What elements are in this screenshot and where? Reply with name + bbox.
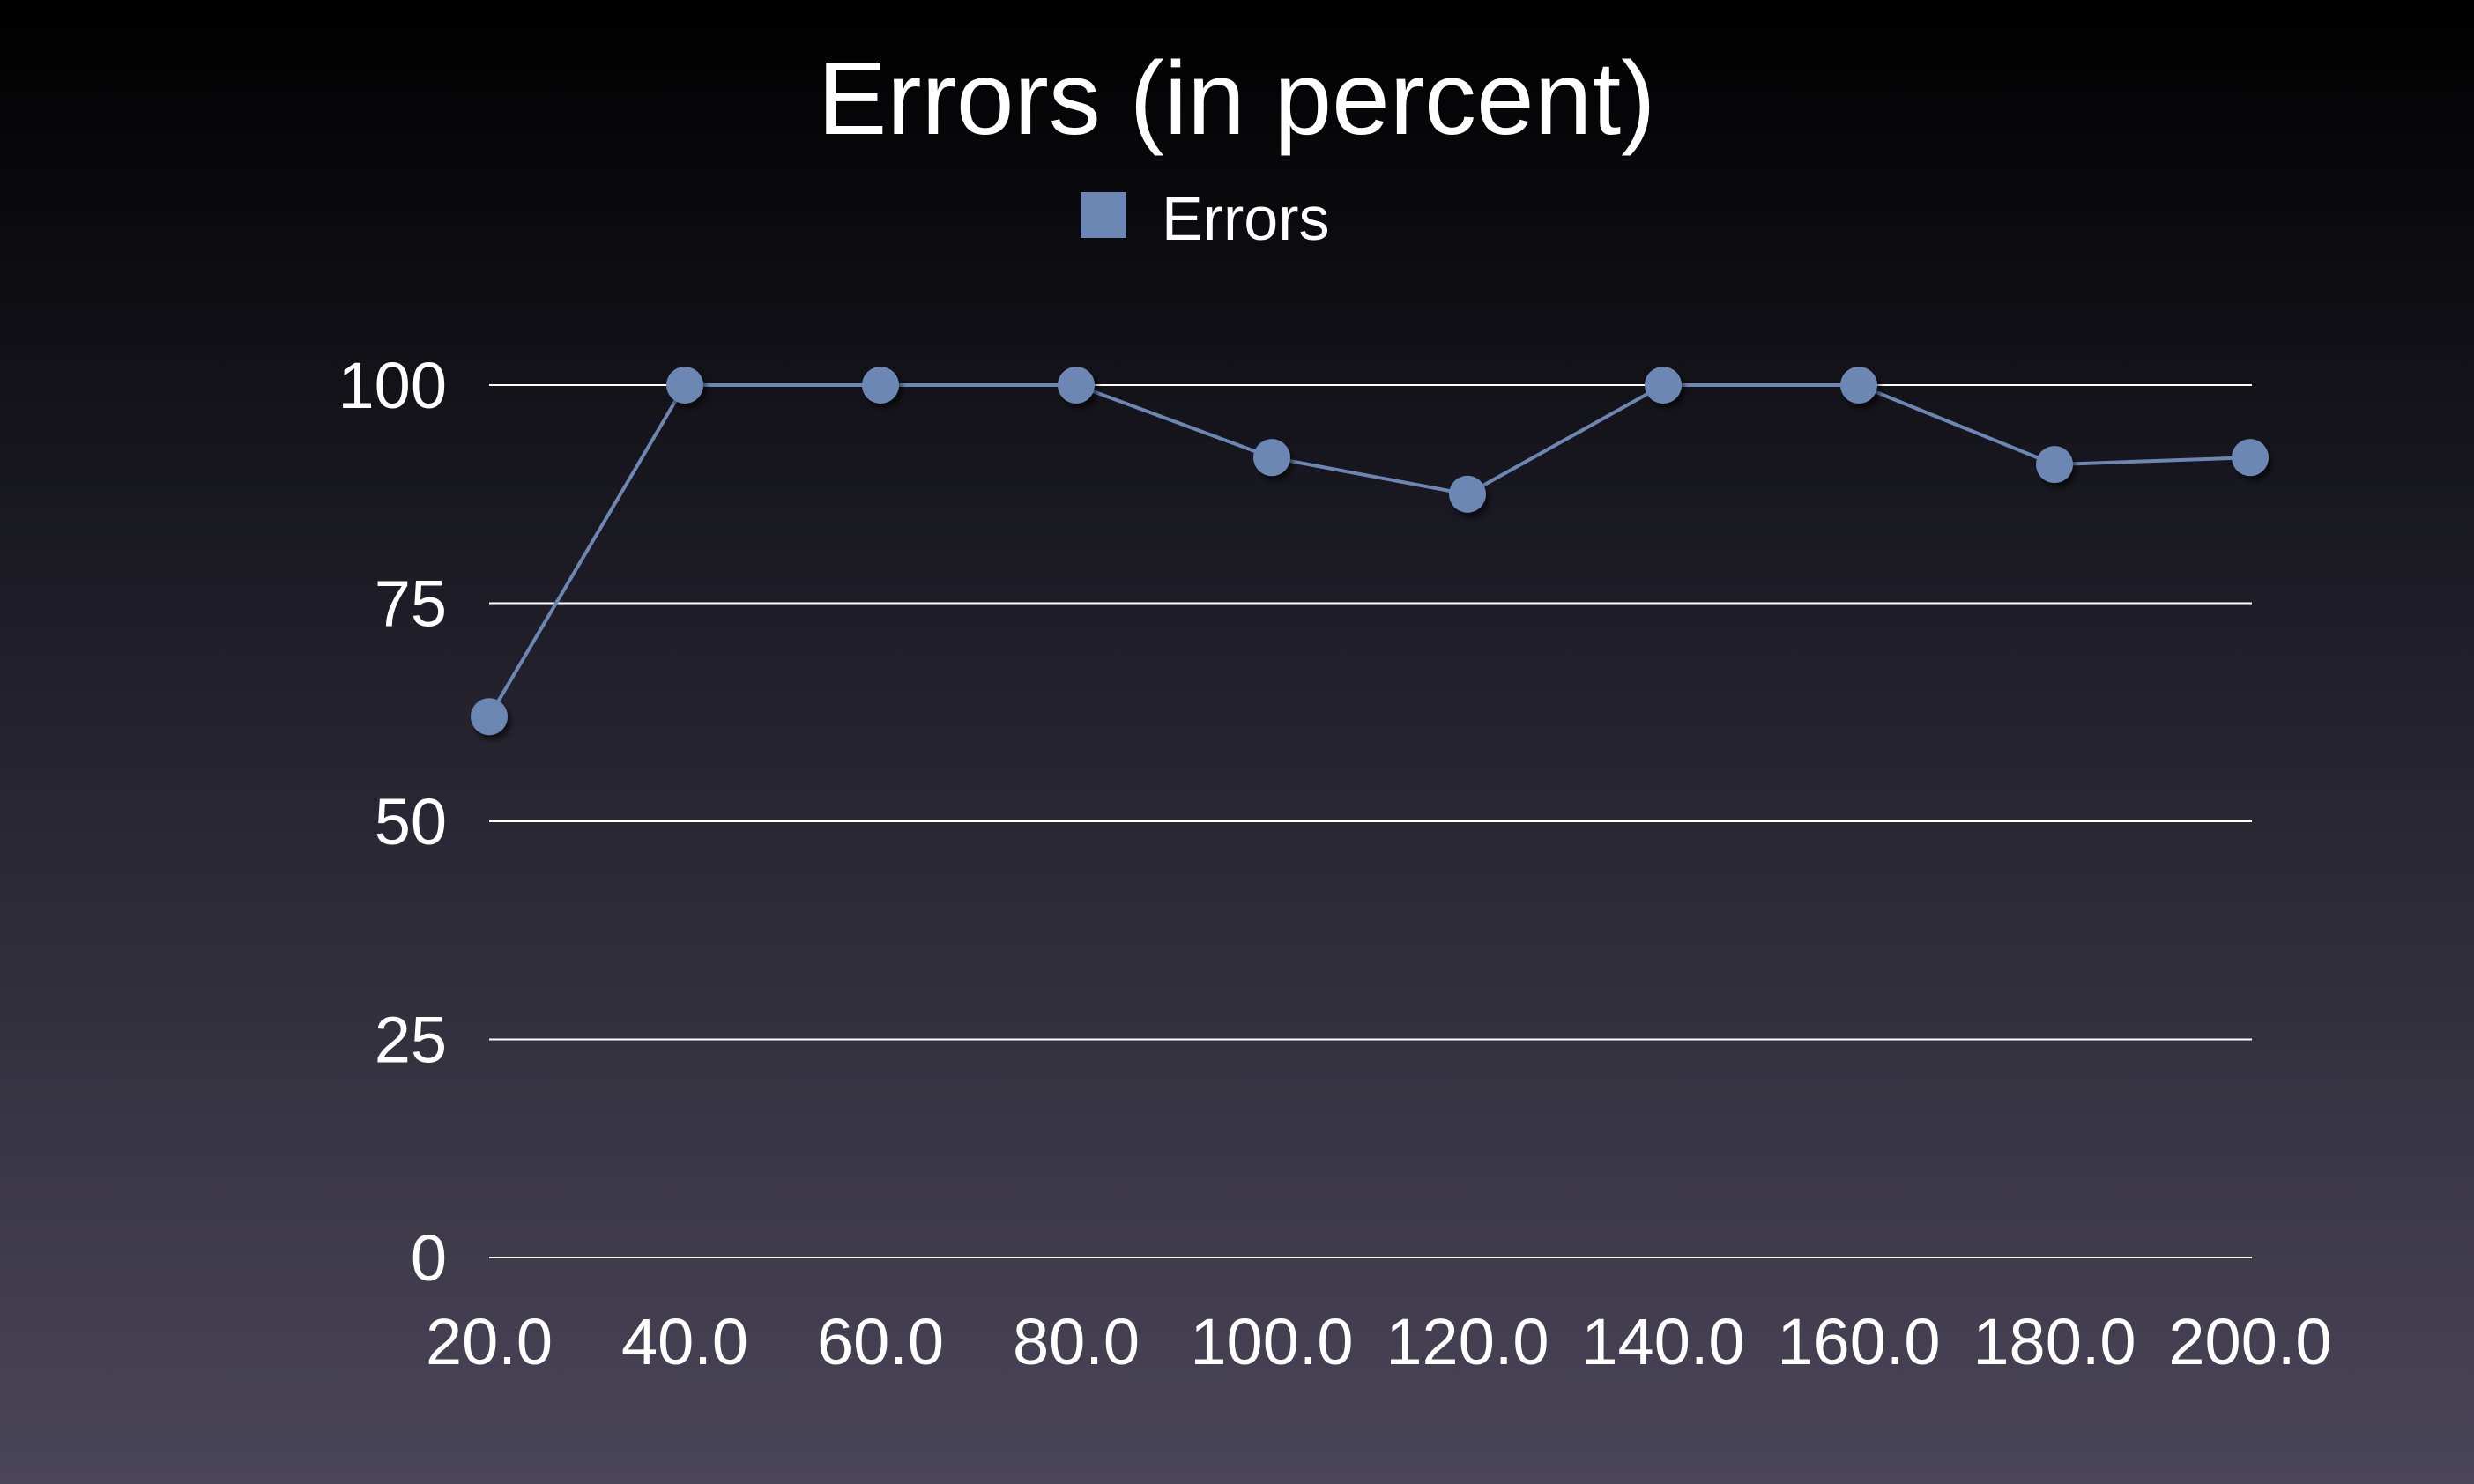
gridlines (489, 384, 2252, 1258)
x-tick-label: 100.0 (1190, 1305, 1353, 1378)
x-tick-label: 40.0 (621, 1305, 748, 1378)
x-tick-label: 80.0 (1013, 1305, 1140, 1378)
x-tick-label: 160.0 (1777, 1305, 1940, 1378)
y-tick-label: 100 (338, 349, 447, 422)
x-axis-ticks: 20.0 40.0 60.0 80.0 100.0 120.0 140.0 160.0 180.… (426, 1305, 2332, 1378)
y-axis-ticks: 0 25 50 75 100 (338, 349, 447, 1295)
data-point-20.0 (471, 698, 508, 736)
x-tick-label: 140.0 (1581, 1305, 1744, 1378)
series-errors (471, 367, 2269, 736)
data-point-80.0 (1058, 367, 1095, 404)
x-tick-label: 60.0 (817, 1305, 944, 1378)
data-point-120.0 (1449, 475, 1486, 513)
data-point-40.0 (666, 367, 703, 404)
data-point-200.0 (2232, 439, 2269, 477)
y-tick-label: 25 (375, 1004, 447, 1077)
x-tick-label: 120.0 (1386, 1305, 1549, 1378)
x-tick-label: 20.0 (426, 1305, 553, 1378)
y-tick-label: 50 (375, 785, 447, 858)
y-tick-label: 75 (375, 568, 447, 641)
legend-label-errors: Errors (1162, 184, 1330, 253)
data-point-60.0 (862, 367, 899, 404)
series-line-errors (487, 383, 2251, 718)
legend: Errors (1081, 184, 1330, 253)
x-tick-label: 200.0 (2168, 1305, 2331, 1378)
x-tick-label: 180.0 (1973, 1305, 2136, 1378)
data-point-100.0 (1253, 439, 1290, 477)
data-point-140.0 (1645, 367, 1682, 404)
y-tick-label: 0 (411, 1221, 447, 1295)
legend-swatch-errors (1081, 192, 1126, 238)
chart-title: Errors (in percent) (818, 41, 1656, 157)
data-point-180.0 (2036, 446, 2073, 484)
data-point-160.0 (1840, 367, 1877, 404)
